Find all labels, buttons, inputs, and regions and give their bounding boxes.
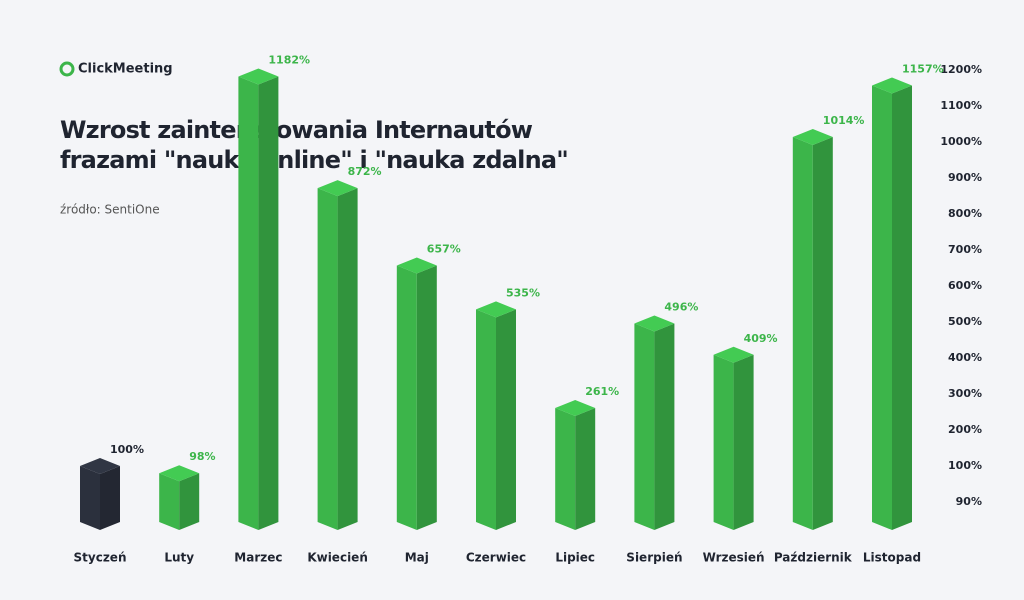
bar-top-face [238, 68, 279, 85]
y-tick-label: 90% [956, 495, 982, 508]
y-tick-label: 1100% [940, 99, 982, 112]
bar-right-face [654, 323, 675, 530]
x-tick-label: Luty [164, 551, 194, 565]
y-tick-label: 300% [948, 387, 982, 400]
y-tick-label: 100% [948, 459, 982, 472]
value-label: 657% [427, 242, 461, 255]
bar-left-face [476, 309, 496, 530]
value-label: 98% [189, 450, 215, 463]
bar-left-face [634, 323, 655, 530]
bar-top-face [396, 257, 437, 274]
value-label: 1014% [823, 114, 865, 127]
y-tick-label: 700% [948, 243, 982, 256]
bar-left-face [713, 354, 734, 530]
bar [80, 458, 120, 530]
bar-right-face [733, 354, 754, 530]
bar-right-face [575, 408, 596, 530]
bar-top-face [476, 301, 516, 318]
bar-top-face [555, 400, 596, 417]
bar-left-face [159, 473, 180, 530]
y-tick-label: 900% [948, 171, 982, 184]
bar-left-face [396, 265, 417, 530]
bar [317, 180, 358, 530]
bar-right-face [812, 136, 833, 530]
bar-right-face [179, 473, 200, 530]
bar-left-face [80, 466, 100, 530]
y-tick-label: 400% [948, 351, 982, 364]
value-label: 496% [664, 300, 698, 313]
bar-top-face [792, 128, 833, 145]
bar-left-face [792, 136, 813, 530]
bar [713, 346, 754, 530]
bar-left-face [238, 76, 259, 530]
x-tick-label: Wrzesień [703, 551, 765, 565]
bar-right-face [496, 309, 516, 530]
y-tick-label: 200% [948, 423, 982, 436]
y-tick-label: 500% [948, 315, 982, 328]
bar-right-face [337, 188, 358, 530]
x-tick-label: Maj [405, 551, 429, 565]
x-tick-label: Kwiecień [307, 551, 368, 565]
x-tick-label: Lipiec [555, 551, 595, 565]
x-tick-label: Marzec [234, 551, 282, 565]
bar-left-face [317, 188, 338, 530]
logo-icon [59, 61, 75, 77]
bar-right-face [100, 466, 120, 530]
bar-top-face [159, 465, 200, 482]
bar-right-face [416, 265, 437, 530]
bar [792, 128, 833, 530]
x-tick-label: Styczeń [74, 551, 127, 565]
y-tick-label: 800% [948, 207, 982, 220]
bar-top-face [80, 458, 120, 474]
value-label: 261% [585, 385, 619, 398]
y-tick-label: 1000% [940, 135, 982, 148]
bar [238, 68, 279, 530]
y-tick-label: 600% [948, 279, 982, 292]
bar-left-face [555, 408, 576, 530]
value-label: 409% [744, 332, 778, 345]
source: źródło: SentiOne [60, 203, 160, 217]
bar-top-face [872, 77, 912, 94]
bar [159, 465, 200, 530]
bar-top-face [634, 315, 675, 332]
bar-top-face [317, 180, 358, 197]
bar-right-face [258, 76, 279, 530]
bar [634, 315, 675, 530]
x-tick-label: Sierpień [626, 551, 682, 565]
y-tick-label: 1200% [940, 63, 982, 76]
brand: ClickMeeting [78, 62, 173, 77]
bar-right-face [892, 85, 912, 530]
bar-left-face [872, 85, 892, 530]
value-label: 872% [348, 165, 382, 178]
value-label: 1182% [268, 53, 310, 66]
chart-title: Wzrost zainteresowania Internautów [60, 116, 533, 144]
bar [872, 77, 912, 530]
x-tick-label: Październik [774, 551, 853, 565]
value-label: 100% [110, 443, 144, 456]
bar [396, 257, 437, 530]
x-tick-label: Listopad [863, 551, 921, 565]
bar [555, 400, 596, 530]
value-label: 1157% [902, 62, 944, 75]
value-label: 535% [506, 286, 540, 299]
chart-title-line2: frazami "nauka online" i "nauka zdalna" [60, 146, 568, 174]
bar-top-face [713, 346, 754, 363]
x-tick-label: Czerwiec [466, 551, 526, 565]
bar [476, 301, 516, 530]
